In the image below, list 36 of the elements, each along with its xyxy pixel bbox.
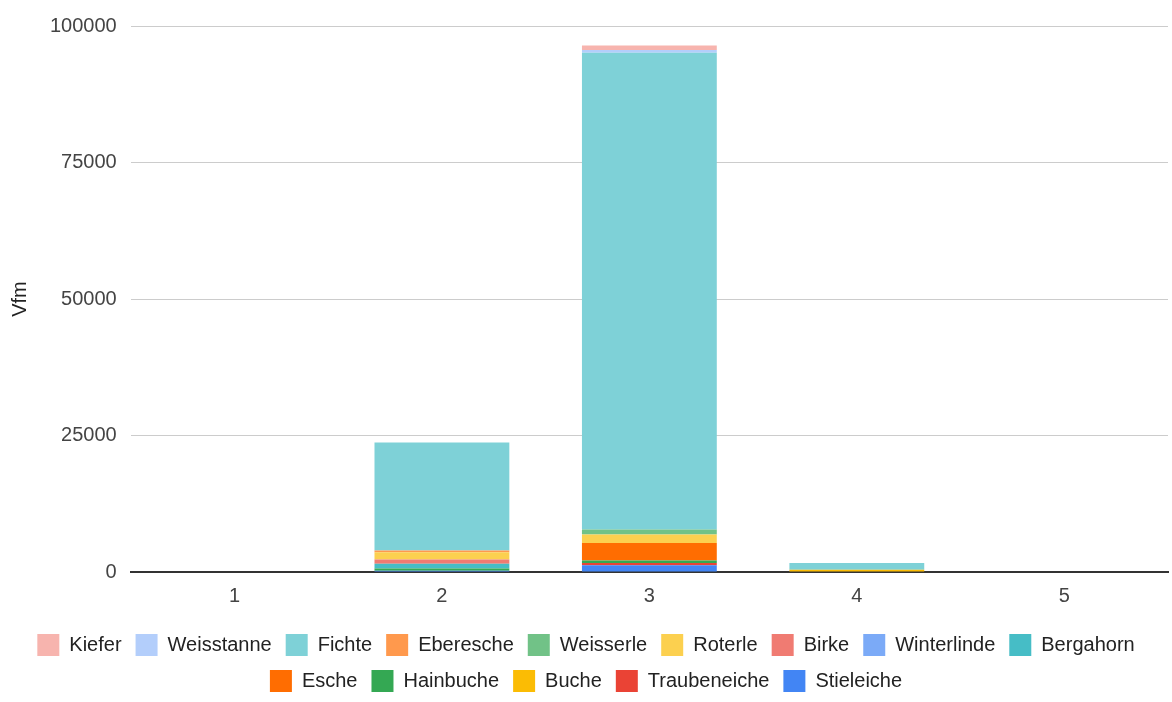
y-tick-label: 50000 — [61, 286, 117, 309]
y-axis-title: Vfm — [7, 281, 30, 317]
bar — [581, 565, 717, 572]
bar — [374, 559, 510, 564]
y-tick-label: 75000 — [61, 150, 117, 173]
legend-label: Eberesche — [418, 632, 514, 655]
bar — [581, 49, 717, 53]
x-tick-label: 4 — [851, 583, 863, 606]
legend-label: Winterlinde — [895, 632, 996, 655]
x-tick-label: 1 — [228, 583, 241, 606]
legend-label: Buche — [545, 668, 602, 691]
legend-label: Esche — [301, 668, 358, 691]
y-tick-label: 0 — [105, 559, 117, 582]
bar — [374, 552, 510, 560]
legend-label: Bergahorn — [1041, 632, 1135, 655]
y-tick-label: 100000 — [49, 13, 117, 36]
legend-label: Weisserle — [559, 632, 648, 655]
bar — [789, 562, 925, 570]
legend-label: Roterle — [693, 632, 758, 655]
bar — [374, 442, 510, 551]
legend-label: Birke — [803, 632, 850, 655]
x-tick-label: 3 — [643, 583, 655, 606]
bar — [581, 543, 717, 561]
bar — [581, 529, 717, 535]
bar — [581, 52, 717, 530]
y-tick-label: 25000 — [61, 423, 117, 446]
bar — [581, 45, 717, 50]
legend-label: Hainbuche — [403, 668, 500, 691]
bar — [581, 534, 717, 544]
legend-label: Kiefer — [69, 632, 122, 655]
legend-label: Stieleiche — [815, 668, 903, 691]
x-tick-label: 2 — [436, 583, 448, 606]
legend-label: Fichte — [317, 632, 373, 655]
legend-label: Weisstanne — [167, 632, 272, 655]
legend-label: Traubeneiche — [647, 668, 770, 691]
x-tick-label: 5 — [1058, 583, 1070, 606]
